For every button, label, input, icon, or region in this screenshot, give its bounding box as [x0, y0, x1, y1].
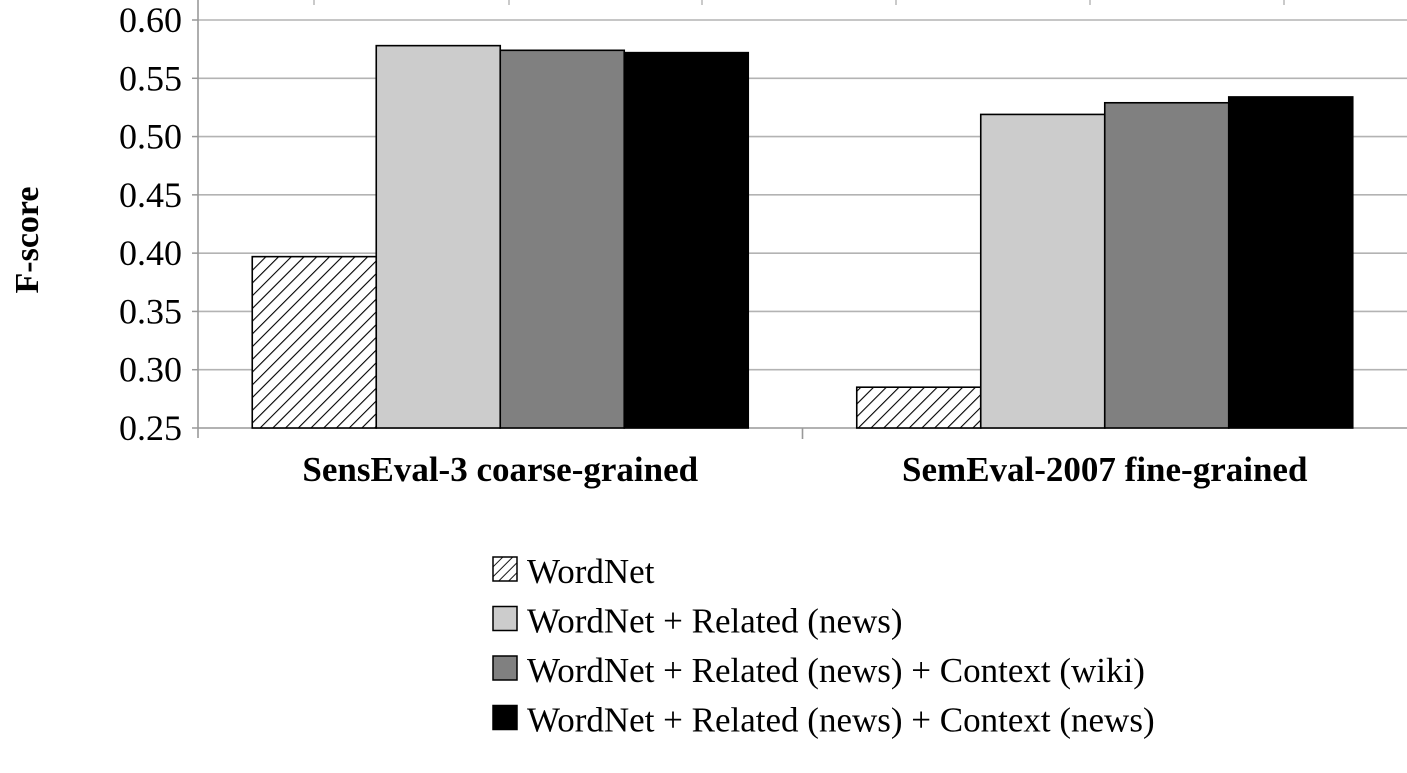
y-axis-title: F-score — [9, 187, 46, 294]
bar — [855, 386, 982, 429]
y-tick-label: 0.30 — [119, 350, 182, 390]
legend-label: WordNet + Related (news) + Context (news… — [527, 701, 1155, 740]
bars — [251, 44, 1354, 429]
y-tick-label: 0.25 — [119, 408, 182, 448]
legend: WordNet WordNet + Related (news) WordNet +… — [492, 552, 1155, 740]
y-axis-ticks: 0.25 0.30 0.35 0.40 0.45 0.50 0.55 0.60 — [119, 0, 198, 448]
bar — [979, 113, 1106, 429]
bar — [251, 255, 378, 429]
legend-swatch — [492, 655, 518, 681]
legend-label: WordNet + Related (news) + Context (wiki… — [527, 651, 1145, 690]
legend-swatch — [492, 605, 518, 632]
legend-label: WordNet — [527, 552, 655, 591]
y-tick-label: 0.50 — [119, 117, 182, 157]
x-category-label: SensEval-3 coarse-grained — [302, 450, 698, 489]
y-tick-label: 0.60 — [119, 0, 182, 40]
y-tick-label: 0.35 — [119, 291, 182, 331]
legend-label: WordNet + Related (news) — [527, 602, 903, 641]
bar — [499, 49, 626, 429]
legend-swatch — [492, 704, 518, 731]
y-tick-label: 0.40 — [119, 233, 182, 273]
bar — [375, 44, 502, 429]
bar — [1103, 101, 1230, 429]
x-axis-labels: SensEval-3 coarse-grained SemEval-2007 fi… — [302, 450, 1308, 489]
legend-swatch — [492, 556, 518, 582]
bar — [1227, 96, 1354, 429]
y-tick-label: 0.45 — [119, 175, 182, 215]
y-tick-label: 0.55 — [119, 58, 182, 98]
x-category-label: SemEval-2007 fine-grained — [902, 450, 1308, 489]
bar — [623, 51, 750, 429]
